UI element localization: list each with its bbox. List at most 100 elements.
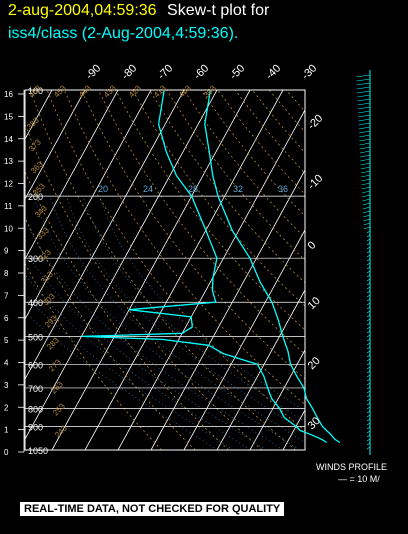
wind-barb xyxy=(356,74,371,78)
wind-barb xyxy=(366,334,371,338)
isotherm-line xyxy=(25,90,185,380)
wind-barb xyxy=(366,270,371,274)
wind-barb xyxy=(366,326,371,330)
theta-label: 333 xyxy=(35,225,51,241)
dry-adiabat xyxy=(251,90,305,154)
wind-barb xyxy=(357,102,371,106)
theta-label: 433 xyxy=(102,83,118,99)
theta-label: 243 xyxy=(53,423,69,439)
wind-barb xyxy=(357,94,371,98)
wind-barb xyxy=(366,274,371,278)
temperature-trace xyxy=(204,89,341,444)
dry-adiabat xyxy=(25,123,263,450)
wind-barb xyxy=(359,138,371,142)
wind-barb xyxy=(362,194,371,198)
wind-barb xyxy=(366,310,371,314)
height-tick-label: 7 xyxy=(4,291,9,300)
isotherm-line xyxy=(150,169,305,450)
wind-barb xyxy=(360,154,371,158)
source-label: iss4/class (2-Aug-2004,4:59:36). xyxy=(8,25,239,42)
height-tick-label: 4 xyxy=(4,359,9,368)
pressure-tick-label: 200 xyxy=(28,192,43,202)
wind-barb xyxy=(358,118,371,122)
mixing-ratio-label: 20 xyxy=(98,184,108,194)
wind-barb xyxy=(366,302,371,306)
theta-label: 423 xyxy=(127,83,143,99)
winds-scale-label: — = 10 M/ xyxy=(338,474,380,484)
theta-label: 253 xyxy=(51,401,67,417)
moist-adiabat xyxy=(82,195,305,422)
temperature-tick-label: 20 xyxy=(306,355,323,372)
wind-barb xyxy=(366,298,371,302)
isotherm-line xyxy=(25,90,152,320)
wind-barb xyxy=(358,114,371,118)
wind-barb xyxy=(366,398,371,402)
height-tick-label: 5 xyxy=(4,336,9,345)
timestamp: 2-aug-2004,04:59:36 xyxy=(8,2,157,19)
pressure-tick-label: 600 xyxy=(28,360,43,370)
isotherm-line xyxy=(25,90,86,200)
wind-barb xyxy=(363,226,371,230)
moist-adiabat xyxy=(33,195,300,450)
wind-barb xyxy=(366,294,371,298)
wind-barb xyxy=(366,418,371,422)
wind-barb xyxy=(366,386,371,390)
plot-name: Skew-t plot for xyxy=(167,2,270,19)
wind-barb xyxy=(361,174,371,178)
moist-adiabat xyxy=(25,273,251,450)
wind-barb xyxy=(366,362,371,366)
wind-barb xyxy=(359,134,371,138)
moist-adiabat xyxy=(99,195,305,412)
isotherm-line xyxy=(216,289,305,450)
temperature-tick-label: 0 xyxy=(306,239,319,252)
temperature-tick-label: 30 xyxy=(306,415,323,432)
height-tick-label: 1 xyxy=(4,426,9,435)
wind-barb xyxy=(366,322,371,326)
wind-barb xyxy=(366,318,371,322)
moist-adiabat xyxy=(25,311,218,450)
wind-barb xyxy=(357,90,371,94)
wind-barb xyxy=(366,350,371,354)
moist-adiabat xyxy=(25,249,267,450)
isotherm-line xyxy=(25,90,119,260)
dry-adiabat xyxy=(80,90,305,380)
wind-barb xyxy=(361,182,371,186)
wind-barb xyxy=(366,330,371,334)
isotherm-line xyxy=(316,90,408,450)
wind-barb xyxy=(366,314,371,318)
dry-adiabat xyxy=(183,90,305,239)
wind-barb xyxy=(366,406,371,410)
wind-barb xyxy=(366,250,371,254)
wind-barb xyxy=(366,346,371,350)
height-tick-label: 15 xyxy=(4,112,13,121)
isotherm-line xyxy=(183,229,305,450)
moist-adiabat xyxy=(66,195,305,433)
wind-barb xyxy=(366,374,371,378)
wind-barb xyxy=(366,306,371,310)
temperature-tick-label: -60 xyxy=(192,62,212,82)
wind-barb xyxy=(359,142,371,146)
wind-barb xyxy=(358,122,371,126)
dry-adiabat xyxy=(46,90,305,432)
dry-adiabat xyxy=(25,262,163,450)
wind-barb xyxy=(358,110,371,114)
height-tick-label: 6 xyxy=(4,314,9,323)
isotherm-line xyxy=(0,90,19,450)
wind-barb xyxy=(366,286,371,290)
wind-barb xyxy=(359,150,371,154)
wind-barb xyxy=(366,390,371,394)
wind-barb xyxy=(366,442,371,446)
wind-barb xyxy=(360,158,371,162)
wind-barb xyxy=(366,426,371,430)
wind-barb xyxy=(366,262,371,266)
theta-label: 303 xyxy=(41,291,57,307)
dry-adiabat xyxy=(200,90,305,217)
temperature-tick-label: -20 xyxy=(306,112,326,132)
dry-adiabat xyxy=(355,90,408,450)
theta-label: 393 xyxy=(202,83,218,99)
wind-barb xyxy=(360,166,371,170)
mixing-ratio-label: 24 xyxy=(143,184,153,194)
wind-barb xyxy=(357,98,371,102)
wind-barb xyxy=(366,278,371,282)
pressure-tick-label: 700 xyxy=(28,384,43,394)
